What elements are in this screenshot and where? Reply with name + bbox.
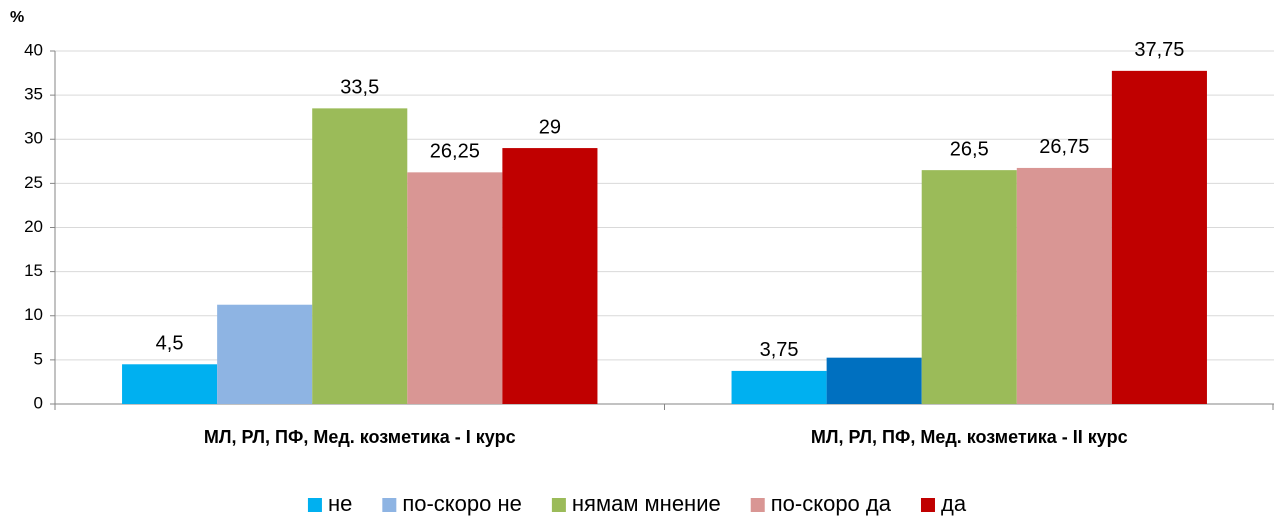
bar (921, 170, 1017, 404)
y-tick-label: 5 (34, 349, 43, 368)
y-tick-label: 20 (24, 217, 43, 236)
legend-label: по-скоро да (771, 491, 892, 516)
x-tick-label: МЛ, РЛ, ПФ, Мед. козметика - I курс (204, 427, 516, 447)
value-label: 33,5 (340, 77, 379, 99)
y-tick-label: 40 (24, 40, 43, 59)
bar (1016, 167, 1112, 404)
legend-swatch (920, 498, 935, 512)
value-label: 29 (539, 116, 561, 138)
bar (217, 304, 313, 404)
y-tick-label: 30 (24, 129, 43, 148)
bar (312, 108, 408, 405)
legend-label: нямам мнение (572, 491, 721, 516)
value-label: 4,5 (156, 333, 184, 355)
value-label: 3,75 (760, 339, 799, 361)
y-tick-label: 15 (24, 261, 43, 280)
legend-label: не (328, 491, 352, 516)
legend-swatch (382, 498, 397, 512)
bar (826, 357, 922, 404)
x-tick-label: МЛ, РЛ, ПФ, Мед. козметика - II курс (811, 427, 1128, 447)
bar (1111, 70, 1207, 404)
y-tick-label: 35 (24, 85, 43, 104)
bar (122, 364, 218, 404)
legend-swatch (551, 498, 566, 512)
bar (502, 148, 598, 404)
y-unit: % (10, 9, 24, 26)
value-label: 26,5 (950, 138, 989, 160)
legend-label: по-скоро не (402, 491, 522, 516)
y-tick-label: 25 (24, 173, 43, 192)
legend-swatch (307, 498, 322, 512)
value-label: 37,75 (1134, 39, 1184, 61)
y-tick-label: 0 (34, 393, 43, 412)
legend-label: да (941, 491, 967, 516)
y-tick-label: 10 (24, 305, 43, 324)
legend-swatch (750, 498, 765, 512)
bar (731, 370, 827, 404)
value-label: 26,75 (1039, 136, 1089, 158)
value-label: 26,25 (430, 141, 480, 163)
bar (407, 172, 503, 404)
